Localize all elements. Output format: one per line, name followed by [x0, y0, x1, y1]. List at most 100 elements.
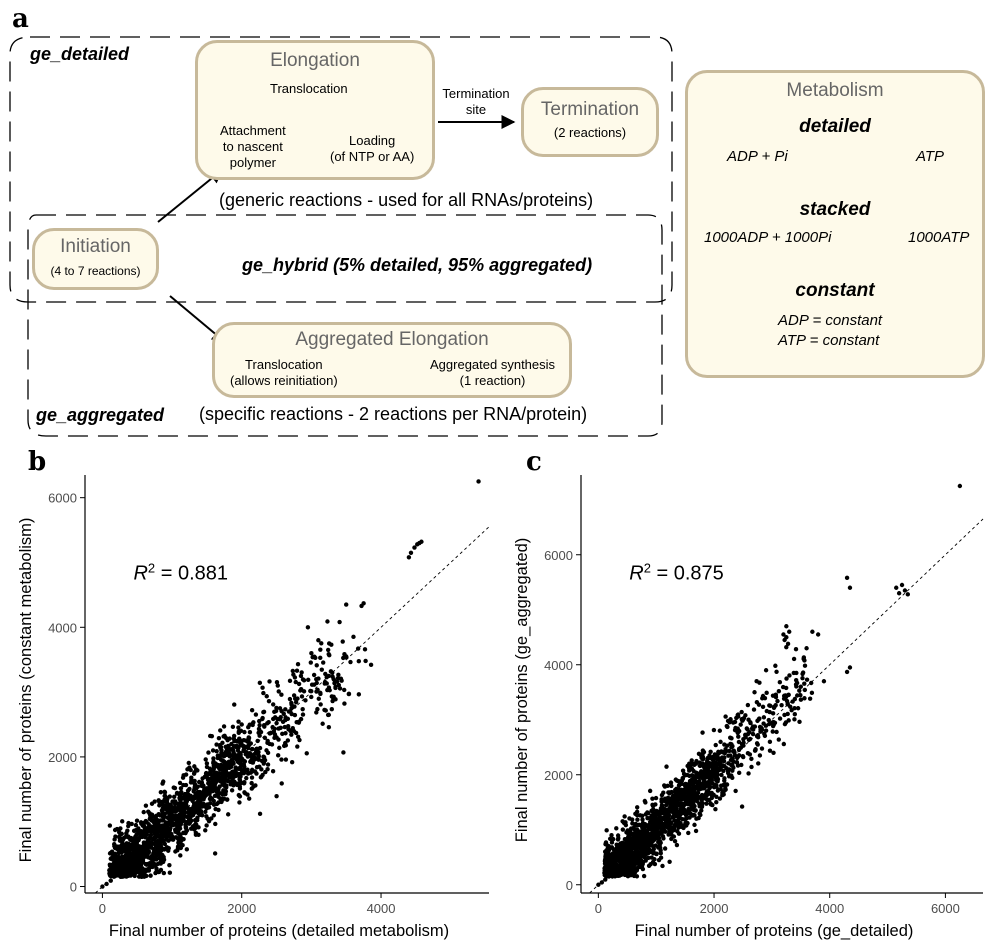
chart-c-point: [705, 768, 710, 773]
chart-c-point: [605, 845, 611, 851]
chart-b-point: [158, 789, 164, 795]
chart-b-point: [118, 848, 124, 854]
chart-c-outlier-point: [785, 641, 791, 647]
chart-b-point: [229, 788, 235, 793]
chart-c-point: [680, 768, 686, 773]
chart-b-point: [205, 816, 210, 821]
chart-c-point: [689, 789, 695, 795]
metabolism-detailed-right: ATP: [916, 148, 945, 165]
chart-c-outlier-point: [688, 761, 694, 766]
chart-c-point: [646, 846, 652, 852]
chart-b-outlier-point: [408, 550, 414, 555]
chart-c-point: [637, 861, 642, 866]
chart-b-point: [126, 873, 131, 878]
chart-b-point: [133, 822, 139, 828]
chart-b-point: [337, 686, 343, 691]
metabolism-stacked-left: 1000ADP + 1000Pi: [704, 229, 832, 246]
aggregated-elongation-title: Aggregated Elongation: [295, 329, 489, 350]
chart-b-point: [295, 662, 301, 667]
chart-c-point: [735, 712, 740, 718]
chart-c-point: [755, 742, 760, 747]
chart-c-point: [686, 794, 692, 800]
ge-hybrid-label: ge_hybrid (5% detailed, 95% aggregated): [242, 255, 593, 275]
chart-b-point: [274, 720, 279, 726]
chart-c-point: [639, 813, 645, 819]
chart-b-point: [221, 724, 227, 729]
chart-c-point: [647, 843, 652, 848]
chart-c-point: [635, 865, 641, 870]
chart-c-point: [738, 722, 743, 727]
chart-c-outlier-point: [729, 745, 734, 750]
chart-b-point: [229, 764, 234, 769]
chart-c-point: [705, 758, 710, 764]
chart-b-point: [158, 867, 164, 873]
chart-b-outlier-point: [359, 603, 364, 609]
chart-c-outlier-point: [847, 665, 853, 670]
chart-c-point: [679, 811, 684, 816]
chart-b-r-squared: R2 = 0.881: [133, 560, 228, 585]
chart-b-point: [276, 737, 281, 742]
ge-aggregated-label: ge_aggregated: [36, 405, 165, 425]
chart-c-x-tick-label: 6000: [931, 901, 960, 916]
chart-c-point: [668, 799, 674, 804]
chart-b-point: [326, 712, 332, 718]
chart-b-point: [292, 704, 297, 709]
chart-c-point: [792, 712, 798, 717]
chart-b-point: [158, 824, 164, 829]
chart-b-point: [329, 642, 334, 647]
initiation-title: Initiation: [60, 236, 131, 257]
chart-b-point: [295, 744, 300, 749]
elongation-translocation: Translocation: [270, 81, 348, 96]
chart-c-point: [809, 690, 815, 696]
chart-b-point: [259, 758, 265, 764]
chart-b-point: [177, 820, 182, 826]
chart-c-outlier-point: [894, 585, 899, 590]
chart-b-point: [206, 750, 211, 755]
chart-c-point: [686, 808, 692, 814]
chart-b-point: [247, 729, 253, 735]
chart-c-point: [702, 765, 707, 770]
chart-b-point: [213, 806, 218, 812]
chart-c-point: [724, 743, 730, 748]
chart-c-point: [704, 781, 709, 786]
chart-c-point: [702, 768, 707, 774]
chart-c-x-tick-label: 4000: [815, 901, 844, 916]
chart-c-point: [652, 824, 657, 829]
chart-b-point: [242, 745, 247, 751]
chart-c-y-tick-label: 4000: [544, 658, 573, 673]
chart-c-point: [638, 837, 644, 842]
metabolism-constant-line1: ADP = constant: [778, 312, 883, 329]
chart-c-point: [622, 814, 627, 819]
chart-b-point: [256, 726, 262, 732]
chart-c-point: [604, 854, 609, 860]
ge-aggregated-outline: [27, 214, 663, 437]
chart-b-point: [283, 757, 289, 762]
chart-b-point: [235, 781, 241, 787]
metabolism-detailed-name: detailed: [799, 116, 871, 137]
chart-c-point: [664, 818, 669, 823]
chart-b-point: [325, 647, 331, 653]
chart-c-point: [643, 800, 648, 805]
chart-c-point: [798, 693, 803, 698]
chart-b-point: [143, 834, 148, 839]
chart-c-point: [677, 794, 682, 799]
chart-b-point: [134, 858, 140, 864]
chart-c-point: [680, 776, 685, 781]
chart-b-point: [167, 821, 172, 826]
chart-c-point: [729, 736, 734, 741]
chart-b-point: [256, 718, 262, 724]
elongation-attachment: Attachment to nascent polymer: [220, 123, 286, 170]
chart-c-point: [658, 819, 664, 825]
chart-c-outlier-point: [844, 575, 850, 581]
chart-c-point: [776, 737, 781, 742]
chart-b-point: [143, 861, 148, 867]
chart-b-point: [141, 870, 146, 875]
chart-c-point: [802, 687, 808, 693]
chart-b-point: [208, 733, 213, 739]
chart-b-outlier-point: [249, 767, 255, 773]
chart-b-point: [163, 825, 168, 831]
chart-b-point: [130, 842, 135, 847]
chart-c-point: [629, 857, 635, 862]
chart-c-point: [792, 706, 797, 711]
chart-b-point: [308, 688, 313, 694]
